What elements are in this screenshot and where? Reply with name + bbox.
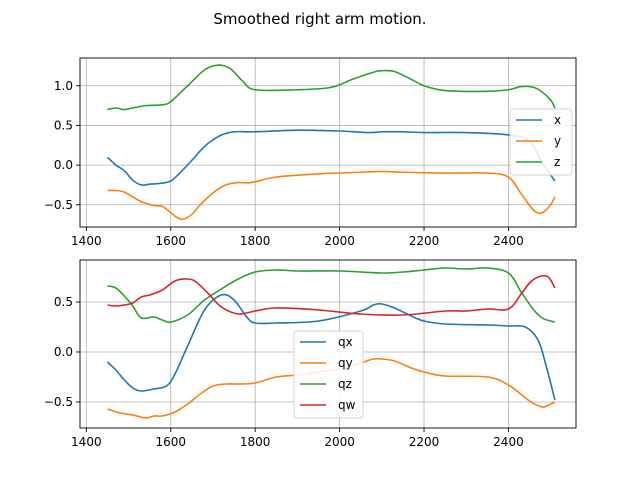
legend-label-qx: qx <box>338 335 353 349</box>
x-tick-label: 1400 <box>71 435 102 449</box>
y-tick-label: −0.5 <box>44 395 73 409</box>
plot-position: 1400 1600 1800 2000 2200 2400 −0.5 0.0 0.5 1.0 xyz <box>44 57 577 248</box>
series-line-qw <box>107 274 556 316</box>
y-tick-label: 0.0 <box>54 345 73 359</box>
figure-title: Smoothed right arm motion. <box>213 10 426 28</box>
series-line-z <box>107 64 556 111</box>
plot-quaternion: 1400 1600 1800 2000 2200 2400 −0.5 0.0 0.5 qx qy qz… <box>44 259 577 449</box>
x-tick-label: 1600 <box>155 234 186 248</box>
legend-label-x: x <box>554 113 561 127</box>
legend: qx qy qz qw <box>293 330 364 419</box>
legend-box <box>293 330 364 419</box>
legend-label-qw: qw <box>338 398 356 412</box>
x-tick-label: 2400 <box>493 435 524 449</box>
x-tick-label: 1400 <box>71 234 102 248</box>
legend-label-qy: qy <box>338 356 353 370</box>
series-line-y <box>107 170 556 220</box>
x-tick-label: 1800 <box>240 234 271 248</box>
legend-label-y: y <box>554 134 561 148</box>
y-tick-label: 0.0 <box>54 158 73 172</box>
y-tick-label: 0.5 <box>54 295 73 309</box>
x-tick-label: 2200 <box>409 234 440 248</box>
x-tick-label: 1800 <box>240 435 271 449</box>
x-tick-label: 2200 <box>409 435 440 449</box>
y-tick-label: −0.5 <box>44 198 73 212</box>
legend-label-qz: qz <box>338 377 352 391</box>
axes-frame <box>79 57 577 228</box>
y-tick-label: 0.5 <box>54 118 73 132</box>
series-line-qz <box>107 267 556 323</box>
series-line-x <box>106 129 556 186</box>
series-line-qx <box>106 293 556 401</box>
x-tick-label: 2400 <box>493 234 524 248</box>
legend-label-z: z <box>554 155 560 169</box>
x-tick-label: 1600 <box>155 435 186 449</box>
y-tick-label: 1.0 <box>54 79 73 93</box>
axes-frame <box>79 259 577 429</box>
x-tick-label: 2000 <box>324 234 355 248</box>
legend: xyz <box>509 108 573 176</box>
legend-box <box>509 108 573 176</box>
x-tick-label: 2000 <box>324 435 355 449</box>
